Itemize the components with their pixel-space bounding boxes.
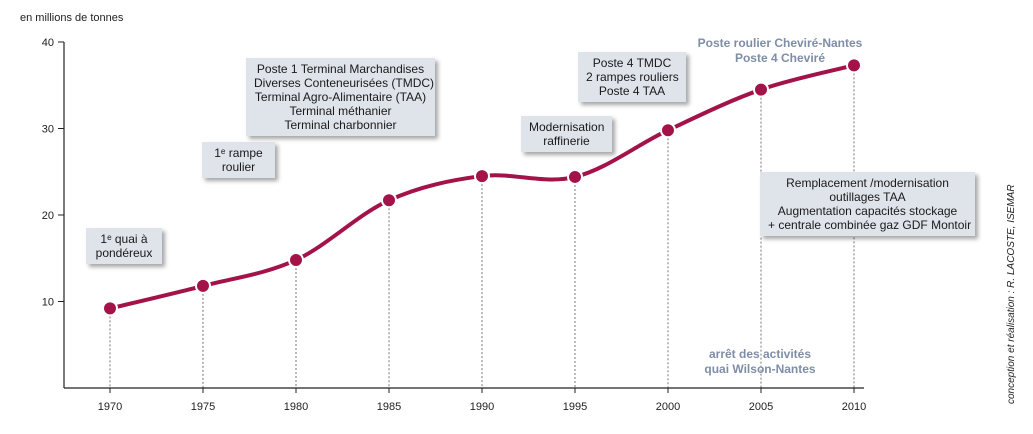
x-tick-label: 1995	[563, 401, 587, 413]
annotation-line: Poste roulier Cheviré-Nantes	[697, 36, 863, 50]
x-tick-label: 2005	[749, 401, 773, 413]
x-tick-label: 1980	[284, 401, 308, 413]
annotation-line: Poste 4 TMDC	[592, 56, 672, 70]
data-point	[660, 122, 676, 139]
data-points	[102, 57, 862, 317]
annotation-line: outillages TAA	[829, 190, 906, 204]
annotation-line: quai Wilson-Nantes	[704, 362, 816, 376]
annotation-2010-box: Remplacement /modernisation outillages TA…	[760, 172, 975, 236]
annotation-line: Poste 4 TAA	[598, 84, 666, 98]
annotation-line: Terminal charbonnier	[284, 118, 397, 132]
annotation-line: Terminal méthanier	[289, 104, 392, 118]
annotation-1970: 1ᵉ quai à pondéreux	[86, 228, 162, 264]
annotation-line: 1ᵉ rampe	[214, 146, 263, 160]
y-tick-label: 40	[42, 37, 54, 49]
annotation-1985: Poste 1 Terminal Marchandises Diverses Co…	[246, 58, 435, 136]
y-axis-unit-label: en millions de tonnes	[20, 12, 124, 24]
data-point	[753, 81, 769, 98]
x-tick-label: 1985	[377, 401, 401, 413]
y-tick-label: 20	[42, 210, 54, 222]
annotation-1995: Modernisation raffinerie	[521, 116, 612, 152]
data-point	[195, 277, 211, 294]
data-point	[567, 168, 583, 185]
annotation-2010-top: Poste roulier Cheviré-Nantes Poste 4 Chev…	[680, 36, 880, 66]
annotation-line: Poste 1 Terminal Marchandises	[256, 62, 425, 76]
annotation-2000: Poste 4 TMDC 2 rampes rouliers Poste 4 TAA	[578, 52, 686, 102]
data-point	[474, 168, 490, 185]
annotation-line: 2 rampes rouliers	[586, 70, 679, 84]
credit-text: conception et réalisation : R. LACOSTE, …	[1006, 184, 1017, 404]
data-point	[102, 300, 118, 317]
annotation-line: Augmentation capacités stockage	[777, 204, 958, 218]
annotation-line: Poste 4 Cheviré	[734, 51, 826, 65]
annotation-line: Remplacement /modernisation	[786, 176, 949, 190]
annotation-line: pondéreux	[95, 246, 153, 260]
x-tick-label: 2000	[656, 401, 680, 413]
annotation-line: 1ᵉ quai à	[100, 232, 148, 246]
x-tick-label: 1970	[98, 401, 122, 413]
annotation-line: raffinerie	[543, 134, 590, 148]
y-tick-label: 30	[42, 124, 54, 136]
annotation-line: + centrale combinée gaz GDF Montoir	[768, 218, 972, 232]
series-line	[108, 63, 856, 311]
annotation-line: arrêt des activités	[708, 347, 812, 361]
data-point	[846, 57, 862, 74]
y-tick-label: 10	[42, 297, 54, 309]
axes	[58, 41, 864, 393]
x-tick-label: 2010	[842, 401, 866, 413]
vertical-guides	[109, 65, 855, 388]
annotation-line: Terminal Agro-Alimentaire (TAA)	[254, 90, 427, 104]
annotation-line: Diverses Conteneurisées (TMDC)	[254, 76, 435, 90]
annotation-line: Modernisation	[529, 120, 605, 134]
annotation-2005-bottom: arrêt des activités quai Wilson-Nantes	[690, 347, 830, 377]
x-tick-label: 1975	[191, 401, 215, 413]
tick-labels: 10 20 30 40 1970 1975 1980 1985 1990 1995 2000 2005…	[42, 37, 866, 413]
x-tick-label: 1990	[470, 401, 494, 413]
annotation-line: roulier	[221, 160, 256, 174]
data-point	[288, 251, 304, 268]
data-point	[381, 192, 397, 209]
annotation-1980: 1ᵉ rampe roulier	[202, 142, 275, 178]
